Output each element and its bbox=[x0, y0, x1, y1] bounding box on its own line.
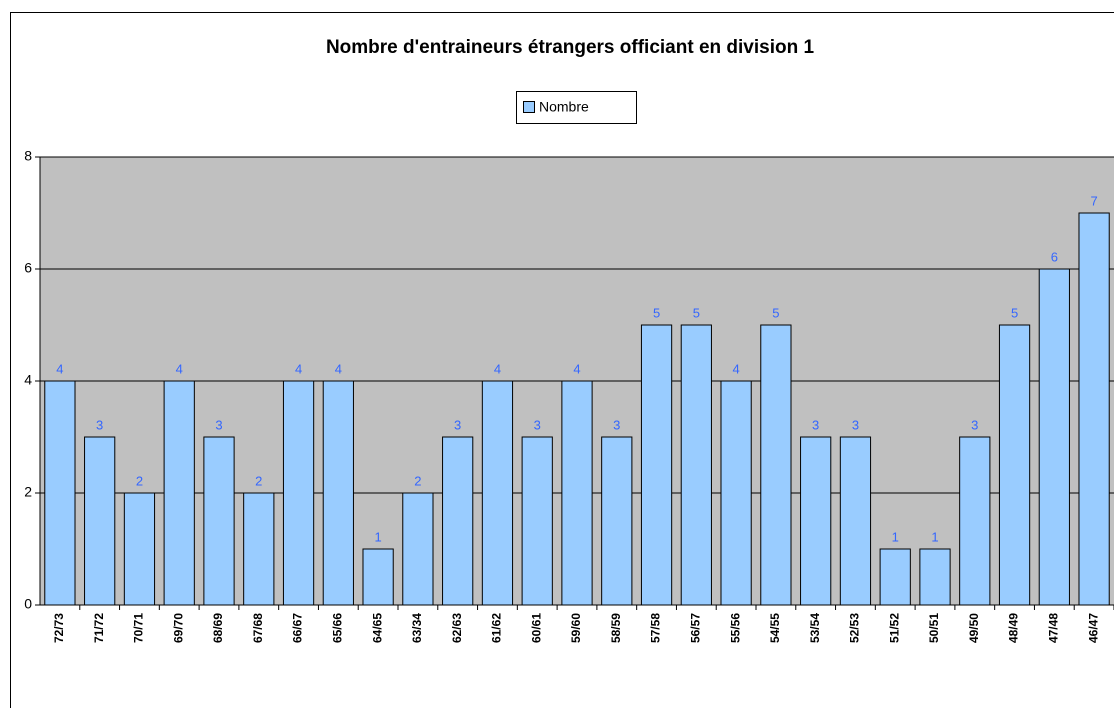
value-label: 5 bbox=[772, 305, 779, 320]
x-tick-label: 48/49 bbox=[1007, 613, 1021, 643]
bar bbox=[442, 436, 474, 606]
x-tick-label: 59/60 bbox=[569, 613, 583, 643]
y-tick-label: 4 bbox=[24, 372, 32, 388]
x-tick-label: 62/63 bbox=[450, 613, 464, 643]
legend-box bbox=[516, 91, 637, 124]
value-label: 2 bbox=[414, 473, 421, 488]
y-tick-label: 8 bbox=[24, 148, 32, 164]
value-label: 3 bbox=[534, 417, 541, 432]
legend-swatch bbox=[523, 101, 535, 113]
bar bbox=[1038, 268, 1070, 606]
value-label: 4 bbox=[295, 361, 302, 376]
x-tick-label: 72/73 bbox=[52, 613, 66, 643]
value-label: 4 bbox=[494, 361, 501, 376]
value-label: 5 bbox=[653, 305, 660, 320]
x-tick-label: 66/67 bbox=[291, 613, 305, 643]
value-label: 4 bbox=[56, 361, 63, 376]
x-tick-label: 68/69 bbox=[211, 613, 225, 643]
value-label: 3 bbox=[971, 417, 978, 432]
x-tick-label: 53/54 bbox=[808, 613, 822, 643]
bar bbox=[322, 380, 354, 606]
x-tick-label: 60/61 bbox=[529, 613, 543, 643]
bar bbox=[402, 492, 434, 606]
x-tick-label: 56/57 bbox=[689, 613, 703, 643]
value-label: 3 bbox=[454, 417, 461, 432]
value-label: 4 bbox=[176, 361, 183, 376]
x-tick-label: 70/71 bbox=[132, 613, 146, 643]
x-tick-label: 47/48 bbox=[1047, 613, 1061, 643]
x-tick-label: 50/51 bbox=[927, 613, 941, 643]
bar bbox=[44, 380, 76, 606]
bar bbox=[959, 436, 991, 606]
x-tick-label: 63/34 bbox=[410, 613, 424, 643]
value-label: 2 bbox=[255, 473, 262, 488]
y-tick-label: 0 bbox=[24, 596, 32, 612]
value-label: 4 bbox=[732, 361, 739, 376]
y-tick-label: 6 bbox=[24, 260, 32, 276]
value-label: 3 bbox=[613, 417, 620, 432]
x-tick-label: 69/70 bbox=[171, 613, 185, 643]
bar bbox=[919, 548, 951, 606]
legend-label: Nombre bbox=[539, 99, 589, 115]
x-tick-label: 49/50 bbox=[967, 613, 981, 643]
chart-title: Nombre d'entraineurs étrangers officiant… bbox=[326, 37, 815, 58]
x-tick-label: 57/58 bbox=[649, 613, 663, 643]
value-label: 4 bbox=[573, 361, 580, 376]
x-tick-label: 55/56 bbox=[728, 613, 742, 643]
bar bbox=[720, 380, 752, 606]
bar bbox=[362, 548, 394, 606]
value-label: 3 bbox=[96, 417, 103, 432]
bar bbox=[640, 324, 673, 606]
value-label: 3 bbox=[812, 417, 819, 432]
bar bbox=[561, 380, 593, 606]
value-label: 1 bbox=[931, 529, 938, 544]
bar bbox=[800, 436, 832, 606]
x-tick-label: 71/72 bbox=[92, 613, 106, 643]
bar bbox=[839, 436, 872, 606]
x-tick-label: 67/68 bbox=[251, 613, 265, 643]
bar bbox=[680, 324, 712, 606]
bar bbox=[203, 436, 235, 606]
value-label: 1 bbox=[892, 529, 899, 544]
bar bbox=[601, 436, 633, 606]
value-label: 6 bbox=[1051, 249, 1058, 264]
value-label: 1 bbox=[374, 529, 381, 544]
bar bbox=[481, 380, 514, 606]
bar bbox=[84, 436, 116, 606]
x-tick-label: 46/47 bbox=[1086, 613, 1100, 643]
x-tick-label: 61/62 bbox=[490, 613, 504, 643]
x-tick-label: 52/53 bbox=[848, 613, 862, 643]
x-tick-label: 51/52 bbox=[887, 613, 901, 643]
x-tick-label: 64/65 bbox=[370, 613, 384, 643]
bar bbox=[998, 324, 1031, 606]
bar bbox=[521, 436, 553, 606]
value-label: 3 bbox=[215, 417, 222, 432]
bar bbox=[879, 548, 911, 606]
value-label: 7 bbox=[1090, 193, 1097, 208]
value-label: 4 bbox=[335, 361, 342, 376]
value-label: 2 bbox=[136, 473, 143, 488]
legend: Nombre bbox=[516, 91, 637, 124]
x-tick-label: 65/66 bbox=[331, 613, 345, 643]
bar bbox=[163, 380, 195, 606]
x-tick-label: 54/55 bbox=[768, 613, 782, 643]
y-tick-label: 2 bbox=[24, 484, 32, 500]
value-label: 3 bbox=[852, 417, 859, 432]
bar bbox=[123, 492, 156, 606]
value-label: 5 bbox=[693, 305, 700, 320]
bar bbox=[243, 492, 275, 606]
value-label: 5 bbox=[1011, 305, 1018, 320]
bar bbox=[282, 380, 315, 606]
bar bbox=[1078, 212, 1110, 606]
bar bbox=[760, 324, 792, 606]
x-tick-label: 58/59 bbox=[609, 613, 623, 643]
